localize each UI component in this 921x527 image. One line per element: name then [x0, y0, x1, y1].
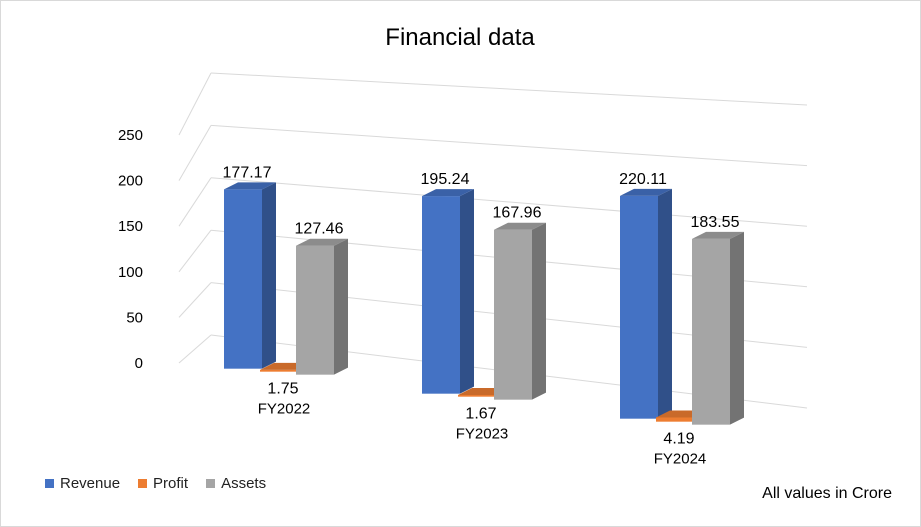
legend-label-assets: Assets [221, 475, 267, 492]
legend: Revenue Profit Assets [45, 475, 266, 492]
data-label: 195.24 [421, 171, 470, 188]
bar-assets-fy2023 [494, 222, 546, 400]
bar-front [692, 238, 730, 425]
legend-swatch-profit [138, 479, 148, 488]
bar-front [458, 394, 496, 397]
gridline-5 [210, 72, 808, 106]
bar-revenue-fy2022 [224, 182, 276, 369]
bar-top [494, 222, 546, 230]
data-label: 220.11 [619, 171, 667, 188]
gridline-floor-5 [178, 72, 212, 136]
bar-assets-fy2024 [692, 231, 744, 425]
y-tick-label: 100 [118, 264, 143, 281]
bar-revenue-fy2024 [620, 188, 672, 419]
data-label: 4.19 [663, 431, 694, 448]
bar-side [730, 231, 744, 425]
gridline-3 [210, 177, 808, 227]
bar-top [692, 231, 744, 239]
legend-item-assets: Assets [206, 475, 266, 492]
gridline-floor-2 [178, 229, 212, 273]
chart-title: Financial data [385, 24, 535, 51]
bar-side [334, 238, 348, 375]
bar-top [620, 188, 672, 196]
bar-front [422, 196, 460, 394]
category-label: FY2023 [456, 426, 509, 443]
gridline-floor-1 [178, 282, 212, 318]
bar-front [494, 229, 532, 400]
gridline-floor-3 [178, 177, 212, 227]
bar-top [296, 238, 348, 246]
bar-side [262, 182, 276, 369]
bar-side [658, 188, 672, 419]
bar-top [224, 182, 276, 190]
bar-top [422, 189, 474, 197]
data-label: 127.46 [295, 221, 344, 238]
legend-label-profit: Profit [153, 475, 189, 492]
bar-front [224, 189, 262, 369]
y-tick-label: 50 [126, 309, 143, 326]
gridline-floor-0 [178, 334, 212, 364]
data-label: 1.67 [465, 406, 496, 423]
data-label: 177.17 [223, 164, 272, 181]
y-tick-label: 0 [135, 355, 143, 372]
data-label: 1.75 [267, 381, 298, 398]
category-labels: FY2022 FY2023 FY2024 [258, 401, 707, 468]
category-label: FY2024 [654, 451, 707, 468]
bar-revenue-fy2023 [422, 189, 474, 394]
data-label: 183.55 [691, 214, 740, 231]
bar-front [620, 195, 658, 419]
legend-item-profit: Profit [138, 475, 188, 492]
bar-front [656, 417, 694, 422]
bar-side [532, 222, 546, 400]
bar-side [460, 189, 474, 394]
legend-item-revenue: Revenue [45, 475, 120, 492]
y-axis-ticks: 0 50 100 150 200 250 [118, 127, 143, 372]
gridline-4 [210, 124, 808, 167]
gridline-floor-4 [178, 125, 212, 181]
legend-label-revenue: Revenue [60, 475, 121, 492]
category-label: FY2022 [258, 401, 311, 418]
bars: 177.17 1.75 127.46 195.24 1.67 167.96 220.11 4.… [223, 164, 744, 448]
y-tick-label: 200 [118, 173, 143, 190]
legend-swatch-revenue [45, 479, 54, 488]
y-tick-label: 250 [118, 127, 143, 144]
units-note: All values in Crore [762, 485, 892, 502]
bar-front [260, 369, 298, 372]
legend-swatch-assets [206, 479, 216, 488]
bar-front [296, 245, 334, 375]
y-tick-label: 150 [118, 218, 143, 235]
bar-assets-fy2022 [296, 238, 348, 375]
data-label: 167.96 [493, 205, 542, 222]
